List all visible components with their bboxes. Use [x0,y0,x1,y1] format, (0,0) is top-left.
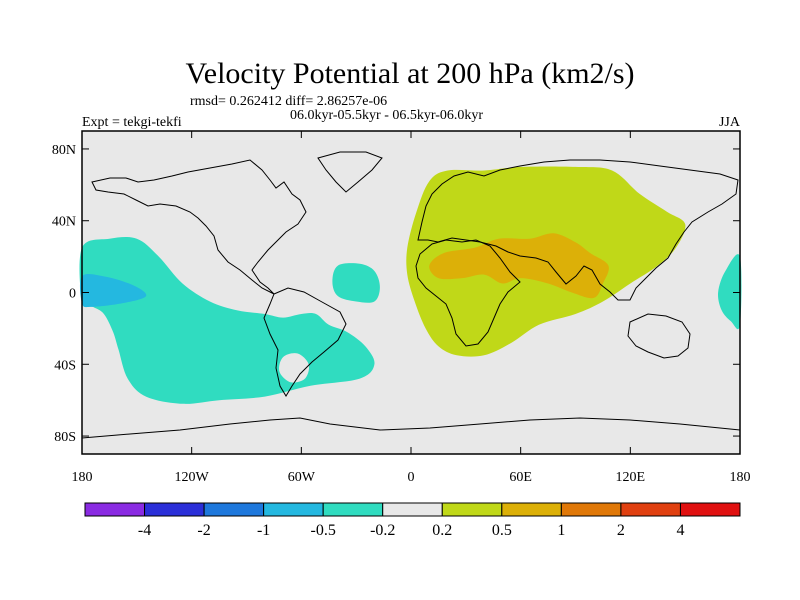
colorbar-label: -2 [197,522,210,539]
x-tick-label: 120W [175,470,210,485]
x-tick-label: 0 [408,470,415,485]
colorbar-label: 0.2 [432,522,452,539]
colorbar-label: -0.2 [370,522,395,539]
colorbar-swatch [322,502,384,517]
colorbar-swatch [560,502,622,517]
y-tick-label: 80N [52,143,76,158]
y-tick-label: 40S [54,358,76,373]
colorbar-swatch [144,502,205,517]
period-line: 06.0kyr-05.5kyr - 06.5kyr-06.0kyr [290,108,483,123]
stats-line: rmsd= 0.262412 diff= 2.86257e-06 [190,94,387,109]
x-tick-label: 180 [730,470,751,485]
season-label: JJA [719,115,741,130]
colorbar: -4 -2 -1 -0.5 -0.2 0.2 0.5 1 2 4 [84,502,741,539]
colorbar-swatch [263,502,324,517]
colorbar-label: -1 [257,522,270,539]
x-tick-label: 60W [288,470,316,485]
coastline-antarctica [81,417,741,439]
x-tick-label: 120E [616,470,646,485]
chart-title: Velocity Potential at 200 hPa (km2/s) [185,57,634,90]
contour-tropical-atlantic-negative [332,263,380,303]
colorbar-swatch [501,502,562,517]
coastline-africa [415,239,521,347]
colorbar-swatch [382,502,443,517]
colorbar-label: -0.5 [311,522,336,539]
x-tick-label: 60E [509,470,532,485]
colorbar-swatch [620,502,681,517]
coastline-eurasia [417,159,739,301]
colorbar-label: -4 [138,522,151,539]
coastline-north-america [91,159,307,295]
experiment-label: Expt = tekgi-tekfi [82,115,182,130]
contour-central-pacific-min [79,274,147,308]
axis-ticks: 180 120W 60W 0 60E 120E 180 80N 40N 0 40S 80S [52,131,751,485]
coastlines [81,151,741,439]
x-tick-label: 180 [72,470,93,485]
colorbar-swatch [679,502,741,517]
y-tick-label: 0 [69,287,76,302]
colorbar-swatch [84,502,146,517]
coastline-australia [627,313,691,359]
colorbar-label: 1 [557,522,565,539]
map-plot-area: 180 120W 60W 0 60E 120E 180 80N 40N 0 40S 80S [52,130,751,485]
colorbar-label: 2 [617,522,625,539]
contour-patagonia-hole [279,353,310,383]
colorbar-label: 0.5 [492,522,512,539]
colorbar-swatch [203,502,265,517]
coastline-greenland [317,151,383,193]
y-tick-label: 40N [52,215,76,230]
colorbar-label: 4 [676,522,684,539]
y-tick-label: 80S [54,430,76,445]
colorbar-swatch [441,502,503,517]
contour-eastern-edge-negative [717,254,742,330]
coastline-south-america [263,287,347,397]
